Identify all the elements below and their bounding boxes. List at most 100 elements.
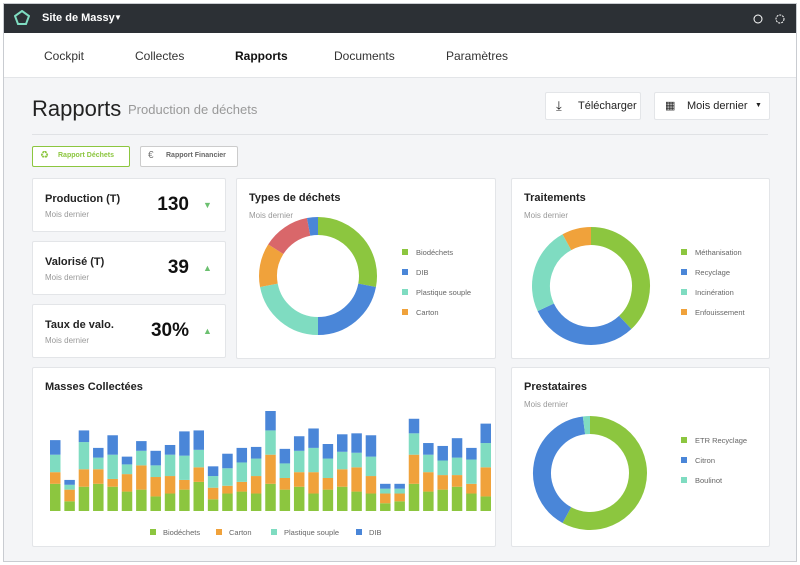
bar-segment	[365, 435, 377, 457]
bar-segment	[351, 491, 362, 511]
bar-segment	[351, 467, 362, 492]
legend-swatch	[681, 249, 687, 255]
bar-segment	[136, 441, 147, 451]
bar-segment	[423, 472, 434, 492]
bar-segment	[293, 472, 305, 487]
nav-bar: Cockpit Collectes Rapports Documents Paramèt…	[4, 33, 796, 78]
bar-segment	[193, 449, 204, 468]
bar-segment	[207, 476, 219, 488]
bar-segment	[207, 466, 219, 477]
chart: ETR Recyclage Citron Boulinot	[533, 416, 747, 530]
bar-segment	[322, 444, 334, 459]
bar-segment	[308, 472, 319, 494]
period-label: Mois dernier	[687, 100, 748, 112]
bar-segment	[150, 496, 161, 511]
bar-segment	[207, 499, 219, 511]
nav-item[interactable]: Paramètres	[446, 49, 509, 63]
bar-segment	[250, 476, 262, 494]
calendar-icon: ▦	[665, 100, 676, 112]
bar-segment	[150, 465, 161, 478]
top-icons[interactable]	[752, 12, 788, 26]
legend-swatch	[356, 529, 362, 535]
site-caret[interactable]: ▼	[114, 13, 122, 22]
nav-item[interactable]: Collectes	[135, 49, 185, 63]
bar-segment	[64, 479, 75, 485]
bar-segment	[293, 450, 305, 473]
bar-segment	[236, 491, 248, 511]
logo	[14, 10, 30, 25]
nav-item[interactable]: Documents	[334, 49, 395, 63]
bar-segment	[351, 433, 362, 453]
legend-label: DIB	[416, 268, 429, 277]
bar-segment	[150, 450, 161, 466]
bar-segment	[380, 483, 391, 489]
bar-segment	[78, 469, 90, 487]
bar-segment	[107, 454, 118, 479]
bar-segment	[365, 456, 377, 477]
kpi-trend: ▲	[203, 326, 212, 336]
kpi-card: Valorisé (T) Mois dernier 39 ▲	[32, 241, 226, 295]
bar-segment	[380, 503, 391, 511]
nav-item[interactable]: Cockpit	[44, 49, 85, 63]
kpi-period: Mois dernier	[45, 336, 90, 345]
nav-item[interactable]: Rapports	[235, 49, 288, 63]
donut-slice	[317, 283, 376, 335]
bar-segment	[93, 457, 104, 470]
bar-segment	[207, 487, 219, 500]
bar-segment	[279, 463, 291, 478]
kpi-label: Taux de valo.	[45, 319, 114, 331]
bar-segment	[466, 483, 477, 494]
bar-segment	[150, 477, 161, 497]
download-button[interactable]: ⤓ Télécharger	[545, 92, 641, 120]
kpi-value: 30%	[150, 320, 189, 341]
bar-segment	[380, 493, 391, 504]
legend-swatch	[402, 309, 408, 315]
bar-segment	[179, 455, 190, 480]
bar-segment	[466, 493, 477, 511]
chart-card: Prestataires Mois dernier ETR Recyclage Cit…	[511, 367, 770, 547]
bar-segment	[466, 447, 477, 460]
bar-segment	[423, 443, 434, 455]
legend-label: Recyclage	[695, 268, 730, 277]
page-subtitle: Production de déchets	[128, 102, 258, 117]
bar-segment	[164, 493, 176, 511]
bar-segment	[164, 454, 176, 477]
bar-segment	[322, 458, 334, 478]
legend-swatch	[402, 269, 408, 275]
bar-segment	[423, 491, 434, 511]
tab-label: Rapport Déchets	[58, 152, 115, 159]
period-select[interactable]: ▦ Mois dernier ▼	[654, 92, 770, 120]
donut-slice	[306, 217, 319, 236]
bar-segment	[423, 454, 434, 473]
tab-button[interactable]: ♻ Rapport Déchets	[32, 146, 130, 167]
download-label: Télécharger	[578, 100, 637, 112]
bar-segment	[78, 430, 90, 443]
card-subtitle: Mois dernier	[524, 400, 569, 409]
card-title: Traitements	[524, 192, 586, 204]
tab-button[interactable]: € Rapport Financier	[140, 146, 238, 167]
bar-segment	[107, 478, 118, 487]
legend-label: Carton	[229, 528, 252, 537]
legend-swatch	[150, 529, 156, 535]
chart-card: Types de déchets Mois dernier Biodéchets DI…	[236, 178, 496, 359]
kpi-card: Taux de valo. Mois dernier 30% ▲	[32, 304, 226, 358]
bar-segment	[78, 442, 90, 470]
bar-segment	[451, 438, 463, 458]
bar-segment	[408, 454, 420, 484]
bar-segment	[121, 456, 133, 465]
kpi-card: Production (T) Mois dernier 130 ▼	[32, 178, 226, 232]
bar-segment	[451, 475, 463, 487]
donut-slice	[260, 283, 319, 335]
site-name[interactable]: Site de Massy	[42, 12, 115, 24]
bar-segment	[265, 483, 276, 511]
donut-slice	[562, 416, 647, 530]
chart: Biodéchets Carton Plastique souple DIB	[50, 411, 491, 537]
bar-segment	[164, 476, 176, 494]
bar-segment	[193, 467, 204, 482]
chart: Méthanisation Recyclage Incinération Enfoui…	[532, 227, 746, 345]
kpi-trend: ▲	[203, 263, 212, 273]
bar-segment	[93, 469, 104, 484]
top-bar: Site de Massy ▼	[4, 4, 796, 33]
bar-segment	[437, 475, 448, 490]
bar-segment	[193, 481, 204, 511]
